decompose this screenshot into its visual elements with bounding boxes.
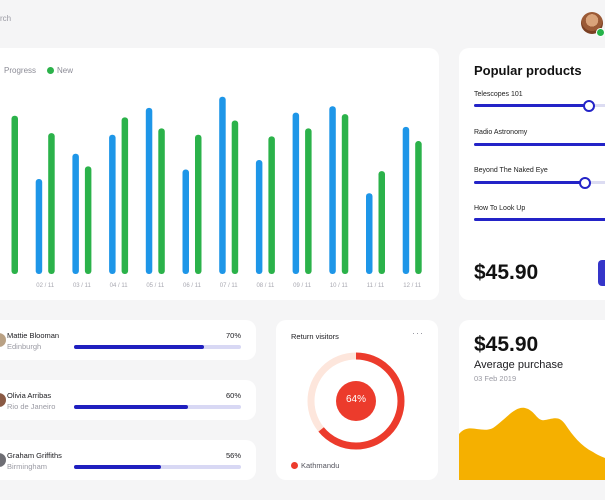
activity-bar-chart: 02 / 11 03 / 11 04 / 11 05 / 11 06 / 11 07 / … (11, 96, 422, 289)
x-tick-label: 09 / 11 (293, 283, 312, 289)
bar-progress-4 (145, 107, 153, 275)
person-name: Graham Griffiths (7, 451, 62, 460)
bar-progress-11 (402, 126, 410, 275)
bar-progress-2 (72, 153, 79, 274)
legend-label-new: New (57, 66, 74, 75)
bar-new-9 (341, 114, 349, 274)
product-slider-fill (474, 218, 605, 221)
average-purchase-label: Average purchase (474, 359, 564, 371)
product-slider[interactable] (474, 143, 605, 146)
return-visitors-donut (307, 352, 405, 450)
person-progress-fill (74, 345, 205, 349)
bar-new-8 (305, 128, 312, 274)
legend-dot-kathmandu (291, 462, 298, 469)
product-slider-thumb[interactable] (582, 99, 595, 112)
bar-new-5 (195, 134, 202, 274)
return-visitors-title: Return visitors (291, 332, 339, 341)
popular-products-title: Popular products (474, 63, 582, 78)
product-slider[interactable] (474, 99, 605, 112)
person-percent: 56% (225, 451, 241, 460)
product-label: Telescopes 101 (474, 91, 523, 98)
person-card (0, 320, 256, 360)
avatar (0, 333, 6, 347)
product-label: How To Look Up (474, 205, 526, 212)
bar-new-7 (268, 136, 275, 274)
x-tick-label: 04 / 11 (110, 283, 129, 289)
bar-progress-9 (329, 106, 336, 275)
popular-products-card (459, 48, 605, 300)
bar-progress-7 (255, 160, 263, 274)
person-name: Olivia Arribas (7, 391, 52, 400)
view-products-button[interactable] (598, 260, 605, 286)
donut-percent-label: 64% (345, 394, 366, 405)
person-progress-fill (74, 405, 188, 409)
donut-arc (307, 352, 405, 450)
x-tick-label: 08 / 11 (256, 283, 275, 289)
x-tick-label: 06 / 11 (183, 283, 202, 289)
product-slider-thumb[interactable] (578, 176, 591, 189)
avatar (0, 393, 6, 407)
legend-label-progress: Progress (4, 66, 37, 75)
bar-new-2 (84, 166, 92, 274)
bar-new-3 (121, 117, 129, 274)
person-city: Edinburgh (7, 342, 42, 351)
x-tick-label: 02 / 11 (36, 283, 55, 289)
person-card (0, 380, 256, 420)
product-label: Radio Astronomy (474, 129, 528, 136)
x-tick-label: 05 / 11 (146, 283, 165, 289)
bar-progress-3 (109, 134, 116, 274)
avatar (0, 453, 6, 467)
person-progress-fill (74, 465, 161, 469)
legend-dot-new (47, 67, 54, 74)
person-card (0, 440, 256, 480)
online-status-dot (596, 28, 605, 37)
person-percent: 70% (225, 331, 241, 340)
x-tick-label: 07 / 11 (220, 283, 239, 289)
donut-center (336, 381, 376, 421)
x-tick-label: 11 / 11 (367, 283, 385, 289)
bar-new-11 (415, 141, 422, 274)
product-slider[interactable] (474, 218, 605, 221)
person-city: Birmingham (7, 462, 48, 471)
average-purchase-price: $45.90 (474, 333, 539, 356)
person-progress-bar (74, 405, 241, 409)
bar-progress-6 (219, 96, 226, 274)
more-horizontal-icon[interactable]: ··· (412, 328, 424, 338)
bar-progress-8 (292, 112, 300, 274)
person-progress-bar (74, 345, 241, 349)
product-slider-fill (474, 104, 589, 107)
product-slider-fill (474, 181, 585, 184)
bar-new-10 (378, 171, 385, 274)
bar-new-6 (231, 120, 239, 274)
bar-new-0 (11, 115, 18, 274)
legend-label-kathmandu: Kathmandu (301, 461, 340, 470)
bar-new-4 (158, 128, 165, 274)
product-label: Beyond The Naked Eye (474, 167, 548, 174)
product-slider[interactable] (474, 176, 605, 189)
bar-progress-1 (35, 179, 43, 274)
x-tick-label: 12 / 11 (403, 283, 422, 289)
person-percent: 60% (225, 391, 241, 400)
person-name: Mattie Blooman (7, 331, 60, 340)
search-input[interactable]: rch (0, 14, 12, 23)
bar-new-1 (48, 133, 55, 274)
person-progress-bar (74, 465, 241, 469)
x-tick-label: 03 / 11 (73, 283, 92, 289)
average-purchase-area-chart (459, 407, 605, 480)
average-purchase-date: 03 Feb 2019 (474, 374, 517, 383)
product-price: $45.90 (474, 261, 539, 284)
area-series (459, 407, 605, 480)
bar-progress-5 (182, 169, 189, 274)
person-city: Rio de Janeiro (7, 402, 56, 411)
x-tick-label: 10 / 11 (330, 283, 349, 289)
bar-progress-10 (366, 193, 373, 274)
product-slider-fill (474, 143, 605, 146)
